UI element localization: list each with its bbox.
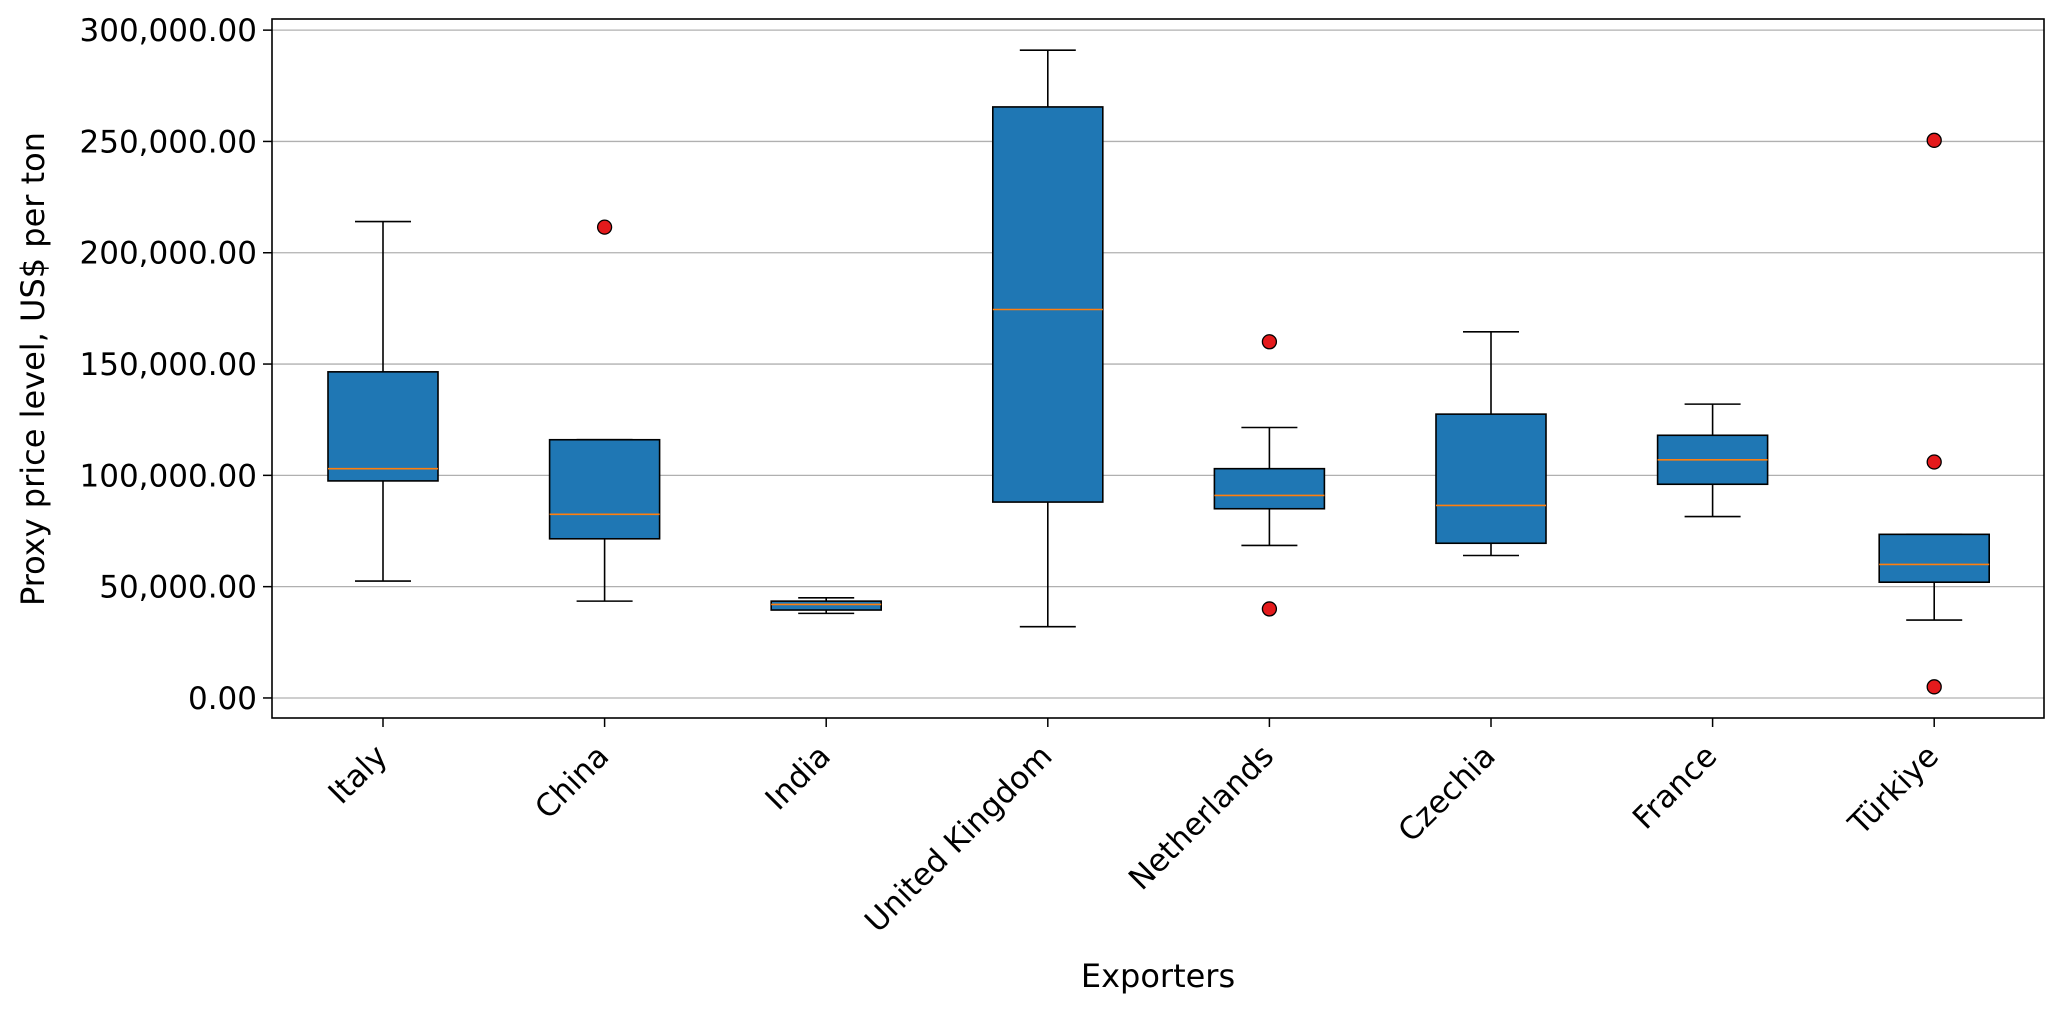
box-iqr [1213,467,1326,510]
box-series [327,49,1990,695]
y-tick-label: 200,000.00 [80,236,258,272]
x-tick-label: Italy [322,738,395,811]
outlier-point [1261,334,1278,350]
box-group [327,220,439,582]
y-tick-label: 150,000.00 [80,347,258,383]
outlier-point [1926,679,1942,695]
x-tick-label: Czechia [1391,738,1502,849]
box-iqr [991,106,1104,503]
x-tick-label: Netherlands [1122,738,1281,897]
x-tick-label: China [528,738,616,826]
outlier-point [1926,132,1942,148]
outlier-point [1261,601,1278,617]
box-iqr [1878,533,1990,584]
y-tick-label: 50,000.00 [99,570,257,606]
box-group [1878,132,1990,695]
x-axis: Italy China India United Kingdom Netherlands… [322,718,1946,940]
box-group [1213,334,1326,617]
grid-lines [272,29,2044,699]
y-tick-label: 0.00 [188,681,257,717]
box-iqr [770,600,883,611]
box-iqr [327,371,439,482]
box-iqr [548,438,661,540]
box-iqr [1435,413,1547,545]
x-tick-label: Türkiye [1841,738,1946,843]
y-tick-label: 300,000.00 [80,13,258,49]
y-tick-label: 100,000.00 [80,458,258,494]
x-tick-label: India [759,738,838,817]
x-axis-title: Exporters [1081,957,1235,995]
box-group [548,219,661,602]
y-axis-title: Proxy price level, US$ per ton [14,132,52,606]
box-group [1435,330,1547,557]
outlier-point [1926,454,1942,470]
x-tick-label: United Kingdom [858,738,1059,939]
box-group [770,596,883,615]
plot-area-frame [271,18,2045,719]
y-axis: 0.00 50,000.00 100,000.00 150,000.00 200,000… [80,13,272,717]
outlier-point [596,219,613,235]
box-group [1656,403,1769,518]
box-group [991,49,1104,628]
x-tick-label: France [1626,738,1724,836]
y-tick-label: 250,000.00 [80,124,258,160]
